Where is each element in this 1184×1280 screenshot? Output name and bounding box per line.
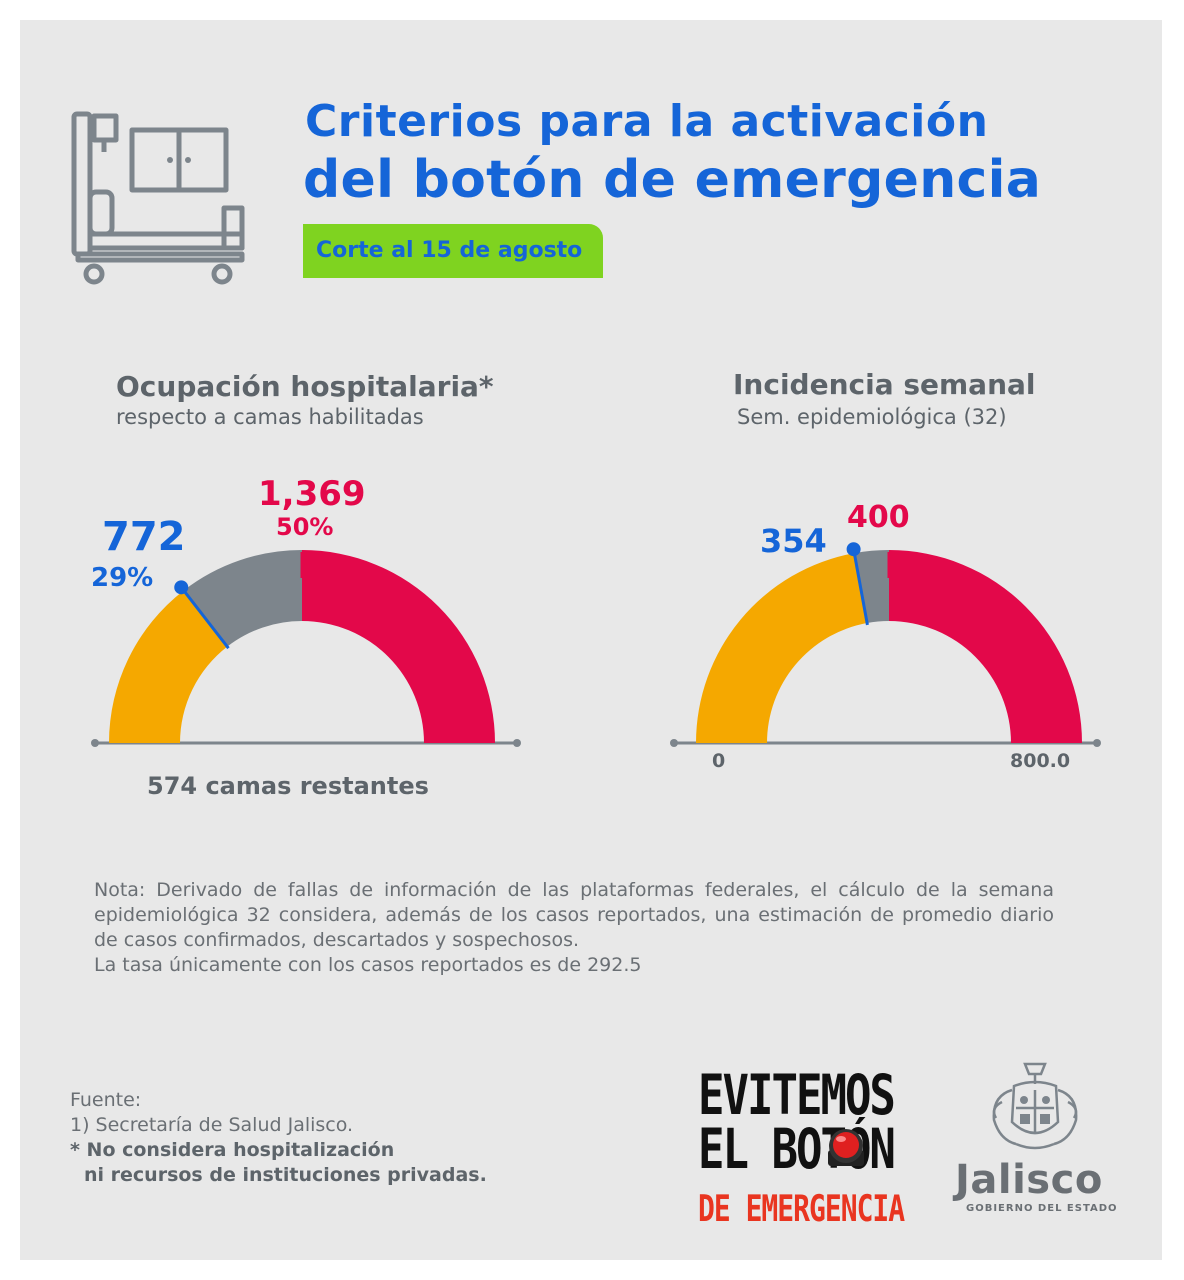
- note-paragraph: Nota: Derivado de fallas de información …: [94, 879, 1054, 951]
- government-subtitle: GOBIERNO DEL ESTADO: [966, 1203, 1118, 1214]
- methodology-note: Nota: Derivado de fallas de información …: [94, 878, 1054, 978]
- campaign-line2: EL BOTÓN: [698, 1117, 896, 1182]
- gauge2-max-label: 800.0: [1010, 750, 1071, 772]
- gauge1-current-percent: 29%: [91, 563, 154, 593]
- source-item: 1) Secretaría de Salud Jalisco.: [70, 1114, 354, 1136]
- source-block: Fuente: 1) Secretaría de Salud Jalisco. …: [70, 1088, 487, 1188]
- emergency-button-icon: [828, 1129, 864, 1166]
- campaign-logo: EVITEMOS EL BOTÓN DE EMERGENCIA: [698, 1063, 905, 1230]
- hospital-bed-icon: [71, 111, 245, 285]
- jalisco-wordmark: Jalisco: [955, 1157, 1103, 1203]
- gauge1-threshold-percent: 50%: [276, 513, 334, 541]
- date-badge: Corte al 15 de agosto: [303, 224, 603, 278]
- gauge1-footer: 574 camas restantes: [147, 772, 429, 800]
- source-label: Fuente:: [70, 1089, 142, 1111]
- campaign-line3: DE EMERGENCIA: [698, 1187, 905, 1231]
- source-asterisk-line1: * No considera hospitalización: [70, 1139, 395, 1161]
- campaign-line1: EVITEMOS: [698, 1063, 896, 1128]
- chart1-title: Ocupación hospitalaria*: [116, 370, 494, 403]
- chart2-title: Incidencia semanal: [733, 368, 1036, 401]
- gauge2-threshold-value: 400: [847, 500, 910, 535]
- chart1-subtitle: respecto a camas habilitadas: [116, 405, 424, 429]
- jalisco-coat-of-arms-icon: [992, 1062, 1078, 1150]
- chart2-subtitle: Sem. epidemiológica (32): [737, 405, 1007, 429]
- gauge2-current-value: 354: [760, 522, 827, 560]
- gauge1-current-value: 772: [102, 514, 186, 560]
- gauge2-min-label: 0: [712, 750, 726, 772]
- note-rate-line: La tasa únicamente con los casos reporta…: [94, 954, 642, 976]
- gauge1-threshold-value: 1,369: [258, 474, 366, 514]
- title-line2: del botón de emergencia: [303, 150, 1042, 210]
- source-asterisk-line2: ni recursos de instituciones privadas.: [84, 1164, 487, 1186]
- title-line1: Criterios para la activación: [305, 96, 989, 147]
